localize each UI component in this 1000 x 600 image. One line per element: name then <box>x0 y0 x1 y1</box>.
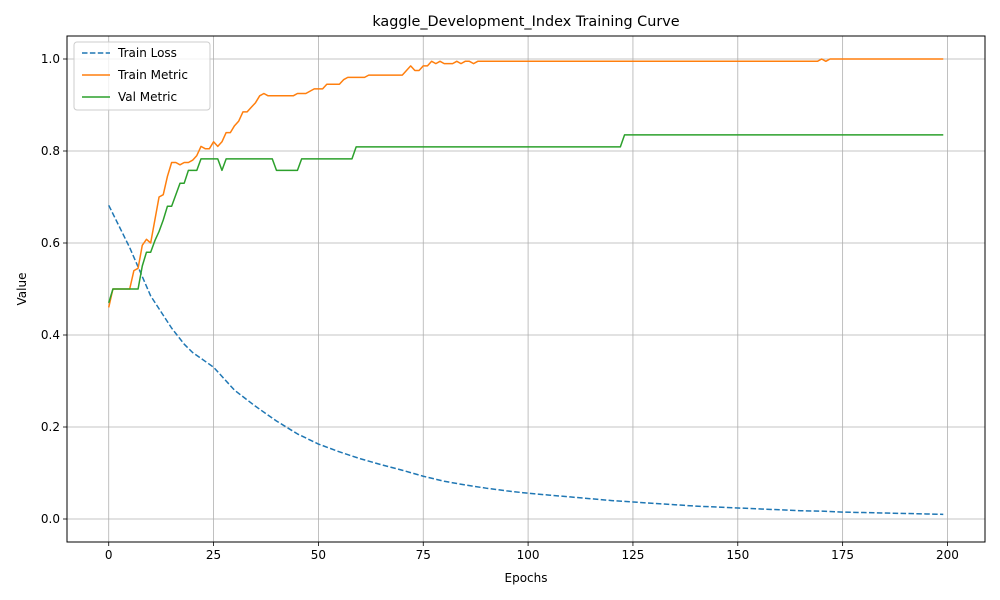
x-tick-label: 100 <box>517 548 540 562</box>
x-tick-label: 150 <box>726 548 749 562</box>
y-axis-ticks: 0.0 0.2 0.4 0.6 0.8 1.0 <box>41 52 67 526</box>
legend-box <box>73 41 211 111</box>
x-tick-label: 25 <box>206 548 221 562</box>
legend-label: Train Metric <box>117 68 188 82</box>
series-lines <box>107 58 944 516</box>
x-tick-label: 125 <box>621 548 644 562</box>
x-tick-label: 175 <box>831 548 854 562</box>
y-axis-label: Value <box>15 273 29 306</box>
y-tick-label: 0.6 <box>41 236 60 250</box>
y-tick-label: 0.4 <box>41 328 60 342</box>
x-tick-label: 75 <box>416 548 431 562</box>
y-tick-label: 0.8 <box>41 144 60 158</box>
y-tick-label: 0.0 <box>41 512 60 526</box>
plot-frame <box>66 35 986 543</box>
x-axis-ticks: 0 25 50 75 100 125 150 175 200 <box>105 542 959 562</box>
x-axis-label: Epochs <box>505 571 548 585</box>
x-tick-label: 200 <box>936 548 959 562</box>
y-tick-label: 1.0 <box>41 52 60 66</box>
series-line-train-metric <box>107 58 944 308</box>
legend-label: Val Metric <box>118 90 177 104</box>
y-tick-label: 0.2 <box>41 420 60 434</box>
x-tick-label: 0 <box>105 548 113 562</box>
series-line-val-metric <box>108 134 944 304</box>
grid <box>67 36 985 542</box>
x-tick-label: 50 <box>311 548 326 562</box>
series-line-train-loss <box>108 204 944 516</box>
legend-label: Train Loss <box>117 46 177 60</box>
legend: Train Loss Train Metric Val Metric <box>73 41 211 111</box>
chart-title: kaggle_Development_Index Training Curve <box>372 14 679 30</box>
